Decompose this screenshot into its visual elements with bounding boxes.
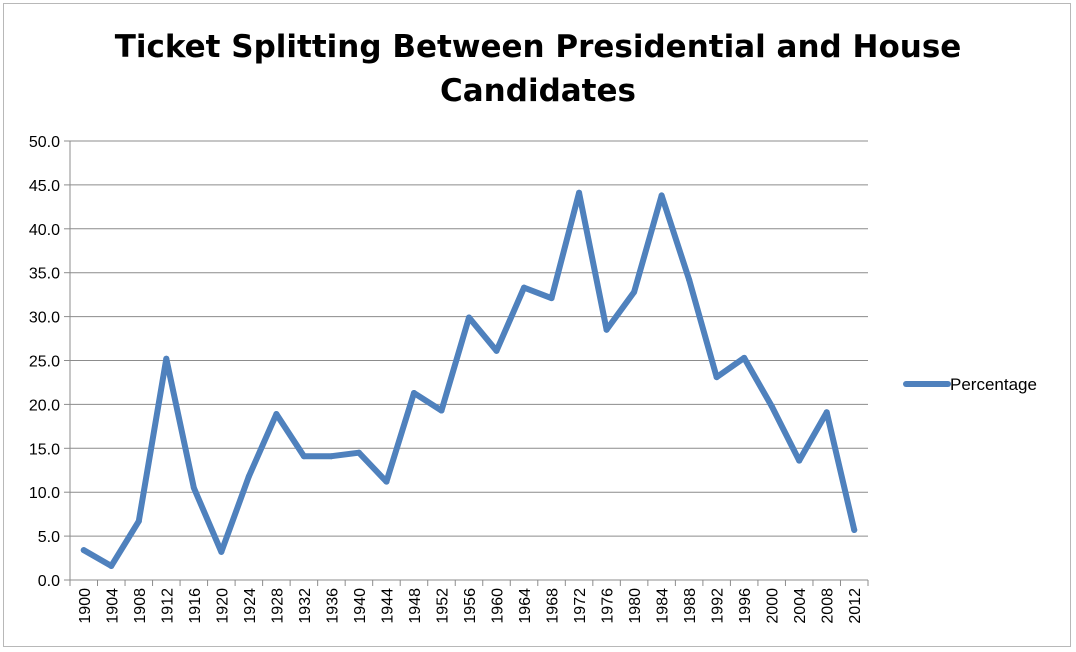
axes: [64, 140, 869, 586]
legend-label: Percentage: [950, 375, 1037, 394]
x-tick-label: 2000: [765, 588, 782, 624]
data-point: [741, 354, 748, 361]
x-tick-label: 1940: [352, 588, 369, 624]
x-tick-label: 1900: [77, 588, 94, 624]
data-point: [658, 192, 665, 199]
series-line-percentage: [80, 189, 858, 569]
x-tick-label: 1908: [132, 588, 149, 624]
data-point: [768, 403, 775, 410]
x-tick-label: 1996: [737, 588, 754, 624]
y-tick-label: 5.0: [38, 529, 60, 546]
chart-frame: [3, 3, 1071, 647]
data-point: [245, 473, 252, 480]
legend: Percentage: [903, 375, 1037, 394]
chart-title-line-1: Ticket Splitting Between Presidential an…: [114, 29, 962, 65]
data-point: [796, 457, 803, 464]
x-tick-label: 2008: [820, 588, 837, 624]
data-point: [108, 562, 115, 569]
y-tick-label: 10.0: [29, 485, 60, 502]
x-tick-label: 1992: [710, 588, 727, 624]
data-point: [631, 289, 638, 296]
x-tick-label: 1928: [269, 588, 286, 624]
x-tick-label: 1944: [379, 588, 396, 624]
x-tick-label: 1980: [627, 588, 644, 624]
series-layer: [80, 189, 858, 569]
data-point: [493, 347, 500, 354]
y-axis-tick-labels: 0.0 5.0 10.0 15.0 20.0 25.0 30.0 35.0 40.0 45.0 50…: [29, 134, 60, 590]
x-tick-label: 1924: [242, 588, 259, 624]
y-tick-label: 30.0: [29, 310, 60, 327]
data-point: [713, 374, 720, 381]
y-tick-label: 0.0: [38, 573, 60, 590]
data-point: [823, 409, 830, 416]
data-point: [163, 355, 170, 362]
x-tick-label: 1948: [407, 588, 424, 624]
x-tick-label: 1916: [187, 588, 204, 624]
data-point: [300, 453, 307, 460]
x-tick-label: 1956: [462, 588, 479, 624]
x-tick-label: 1952: [434, 588, 451, 624]
y-tick-label: 20.0: [29, 397, 60, 414]
data-point: [410, 389, 417, 396]
data-point: [686, 276, 693, 283]
data-point: [851, 526, 858, 533]
data-point: [273, 411, 280, 418]
x-tick-label: 1988: [682, 588, 699, 624]
data-point: [80, 547, 87, 554]
x-tick-label: 2004: [792, 588, 809, 624]
x-axis-tick-labels: 1900 1904 1908 1912 1916 1920 1924 1928 1932 1936…: [77, 588, 864, 624]
y-tick-label: 50.0: [29, 134, 60, 151]
x-tick-label: 1936: [324, 588, 341, 624]
x-tick-label: 1960: [490, 588, 507, 624]
x-tick-label: 1972: [572, 588, 589, 624]
y-tick-label: 45.0: [29, 178, 60, 195]
data-point: [383, 478, 390, 485]
x-tick-label: 1984: [655, 588, 672, 624]
data-point: [548, 295, 555, 302]
data-point: [328, 453, 335, 460]
x-tick-label: 1932: [297, 588, 314, 624]
data-point: [218, 548, 225, 555]
data-point: [603, 326, 610, 333]
data-point: [190, 484, 197, 491]
x-tick-label: 1904: [104, 588, 121, 624]
x-tick-label: 1976: [600, 588, 617, 624]
data-point: [576, 189, 583, 196]
data-point: [521, 284, 528, 291]
x-tick-label: 1964: [517, 588, 534, 624]
x-tick-label: 1912: [159, 588, 176, 624]
y-tick-label: 15.0: [29, 441, 60, 458]
data-point: [135, 518, 142, 525]
x-tick-label: 1920: [214, 588, 231, 624]
y-tick-label: 40.0: [29, 222, 60, 239]
gridlines: [70, 140, 868, 537]
chart-title-line-2: Candidates: [440, 73, 636, 109]
data-point: [438, 407, 445, 414]
x-tick-label: 1968: [545, 588, 562, 624]
y-tick-label: 25.0: [29, 354, 60, 371]
data-point: [466, 314, 472, 321]
data-point: [355, 449, 362, 456]
x-tick-label: 2012: [847, 588, 864, 624]
y-tick-label: 35.0: [29, 266, 60, 283]
